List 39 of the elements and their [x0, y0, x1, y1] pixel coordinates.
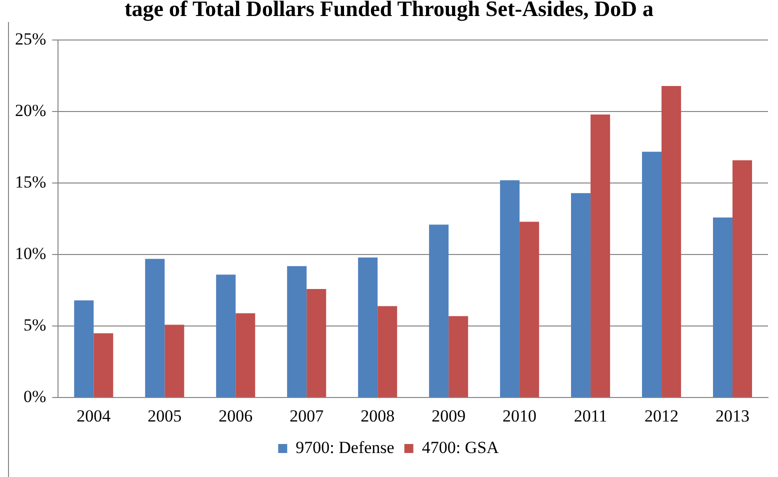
y-tick-label: 15%	[14, 172, 46, 192]
bar	[287, 266, 307, 398]
x-tick-label: 2008	[360, 406, 395, 426]
bar	[145, 258, 165, 398]
x-tick-label: 2005	[148, 406, 182, 426]
legend-label: 4700: GSA	[422, 438, 500, 457]
bar	[94, 333, 114, 398]
bar	[74, 300, 94, 398]
x-tick-label: 2004	[76, 406, 112, 426]
y-tick-label: 20%	[14, 101, 46, 120]
bar	[358, 258, 378, 398]
bar	[236, 313, 256, 398]
bar	[732, 160, 752, 398]
y-tick-label: 0%	[23, 387, 46, 406]
bar	[216, 274, 236, 398]
bar	[500, 180, 520, 398]
bar	[642, 152, 662, 398]
x-tick-label: 2012	[644, 406, 679, 426]
legend-label: 9700: Defense	[296, 438, 394, 457]
bar	[662, 86, 682, 398]
x-tick-label: 2013	[716, 406, 750, 426]
x-tick-label: 2010	[502, 406, 537, 426]
bar	[712, 217, 733, 398]
y-tick-label: 10%	[14, 244, 46, 264]
bar	[520, 222, 540, 398]
bar	[164, 324, 184, 398]
x-tick-label: 2009	[432, 406, 466, 426]
bar	[306, 288, 326, 398]
x-tick-label: 2006	[218, 406, 253, 426]
y-tick-label: 5%	[23, 316, 46, 335]
x-tick-label: 2007	[290, 406, 324, 426]
bar	[448, 316, 468, 398]
chart-title: tage of Total Dollars Funded Through Set-Asides, DoD a	[0, 0, 778, 22]
x-tick-label: 2011	[574, 406, 608, 426]
bar	[590, 114, 610, 398]
y-tick-label: 25%	[14, 30, 46, 49]
bar	[571, 193, 591, 398]
bar	[378, 306, 398, 398]
bar	[429, 224, 449, 398]
